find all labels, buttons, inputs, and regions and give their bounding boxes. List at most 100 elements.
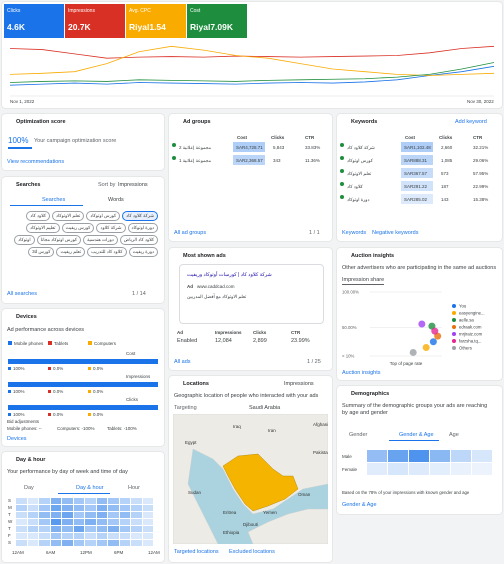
chart [9,45,495,97]
card-title: Searches [16,182,41,188]
action[interactable]: Add keyword [455,119,487,125]
day-label: S [8,540,12,545]
tab[interactable]: Age [449,432,459,438]
y-tick-label: 50.00% [342,325,357,330]
subtitle: Geographic location of people who intera… [174,393,319,399]
card-title: Locations [183,381,209,387]
tab[interactable]: Day [24,485,34,491]
metric-label[interactable]: Avg. CPC [129,8,151,14]
row-name[interactable]: كلاود كاد [347,184,363,189]
link[interactable]: All searches [7,291,37,297]
metric-label[interactable]: Cost [190,8,201,14]
metric-label[interactable]: Clicks [7,8,21,14]
point [429,338,437,346]
y-tick-label: < 10% [342,354,354,359]
tab[interactable]: Gender & Age [399,432,434,438]
land [247,508,328,544]
row-name[interactable]: تعلم الاوتوكاد [347,171,372,176]
chip[interactable]: كلاود كاد للتدريب [87,247,127,257]
row-name[interactable]: شركة كلاود كاد [347,145,375,150]
column-header: Cost [405,135,415,140]
bid-adjustment: Tablets: -100% [107,426,137,431]
metric-select[interactable]: Impressions [126,374,151,379]
chip[interactable]: دورات هندسية [83,235,118,245]
x-tick-label: Nov 30, 2022 [467,99,494,104]
metric-select[interactable]: Impressions [284,381,314,387]
cost: SAR2,368.57 [236,158,263,163]
chip[interactable]: اوتوكاد [14,235,35,245]
tab[interactable]: Hour [128,485,140,491]
row-name[interactable]: مجموعة إعلانية 1 [179,158,211,163]
row-name[interactable]: دورة اوتوكاد [347,197,370,202]
pager: 1 / 25 [307,359,321,365]
tab[interactable]: Gender [349,432,368,438]
chip[interactable]: كورس 3d [28,247,55,257]
chip[interactable]: كورس اوتوكاد مجانا [36,235,82,245]
value-label: 0.0% [53,412,64,417]
clicks: 1,085 [441,158,453,163]
targeting-label: Targeting [174,405,197,411]
status-dot [172,143,176,147]
link[interactable]: Negative keywords [372,230,419,236]
cost: SAR4,728.71 [236,145,263,150]
heat-cell [16,519,27,525]
heat-cell [388,450,408,462]
point [409,348,417,356]
pager: 1 / 1 [309,230,320,236]
value: 12,084 [215,338,232,344]
chip[interactable]: شركة كلاود كاد [122,211,158,221]
link[interactable]: Targeted locations [174,549,219,555]
sort-value[interactable]: Impressions [118,182,148,188]
metric-select[interactable]: Cost [126,351,136,356]
legend-swatch [452,339,456,343]
column-header: CTR [291,330,301,335]
clicks: 573 [441,171,449,176]
heat-cell [27,540,38,546]
chip[interactable]: كورس اوتوكاد [86,211,121,221]
column-header: Cost [237,135,247,140]
chip[interactable]: تعليم الاوتوكاد [25,223,60,233]
link[interactable]: Auction insights [342,370,381,376]
link[interactable]: All ads [174,359,191,365]
legend-swatch [48,341,52,345]
map-label: Eritrea [223,510,237,515]
legend-label: Computers [94,341,117,346]
locations-card: Locations Impressions Geographic location … [169,376,332,562]
chip[interactable]: كلاود كاد [26,211,50,221]
metric-select[interactable]: Clicks [126,397,138,402]
metric-label[interactable]: Impressions [68,8,95,14]
tab-indicator [10,205,83,206]
link[interactable]: Devices [7,436,27,442]
link[interactable]: Gender & Age [342,502,377,508]
chip[interactable]: تعلم ريفيت [56,247,86,257]
tab[interactable]: Searches [42,197,66,203]
ad-url: www.caddcad.com [197,284,235,289]
row-name[interactable]: كورس اوتوكاد [347,158,373,163]
link[interactable]: Excluded locations [229,549,275,555]
day-label: S [8,498,12,503]
row-name[interactable]: مجموعة إعلانية 2 [179,145,211,150]
heat-cell [108,498,119,504]
chip[interactable]: كورس ريفيت [61,223,95,233]
link[interactable]: Keywords [342,230,367,236]
heat-cell [39,505,50,511]
metric-select[interactable]: Impression share [342,277,385,285]
ctr: 57.95% [473,171,489,176]
heat-cell [85,519,96,525]
link[interactable]: All ad groups [174,230,207,236]
tab[interactable]: Words [108,197,124,203]
chip[interactable]: شركة كلاود [96,223,126,233]
chip[interactable]: تعلم الاوتوكاد [52,211,85,221]
cost: SAR1,102.48 [404,145,431,150]
chip[interactable]: كلاود كاد الرياض [119,235,158,245]
chip[interactable]: دورة اوتوكاد [127,223,158,233]
tab[interactable]: Day & hour [76,485,104,491]
clicks: 143 [441,197,449,202]
legend-swatch [8,413,11,416]
heat-cell [62,498,73,504]
ctr: 11.36% [305,158,320,163]
chip[interactable]: دورة ريفيت [128,247,158,257]
heat-cell [142,498,153,504]
link[interactable]: View recommendations [7,159,65,165]
heat-cell [96,540,107,546]
